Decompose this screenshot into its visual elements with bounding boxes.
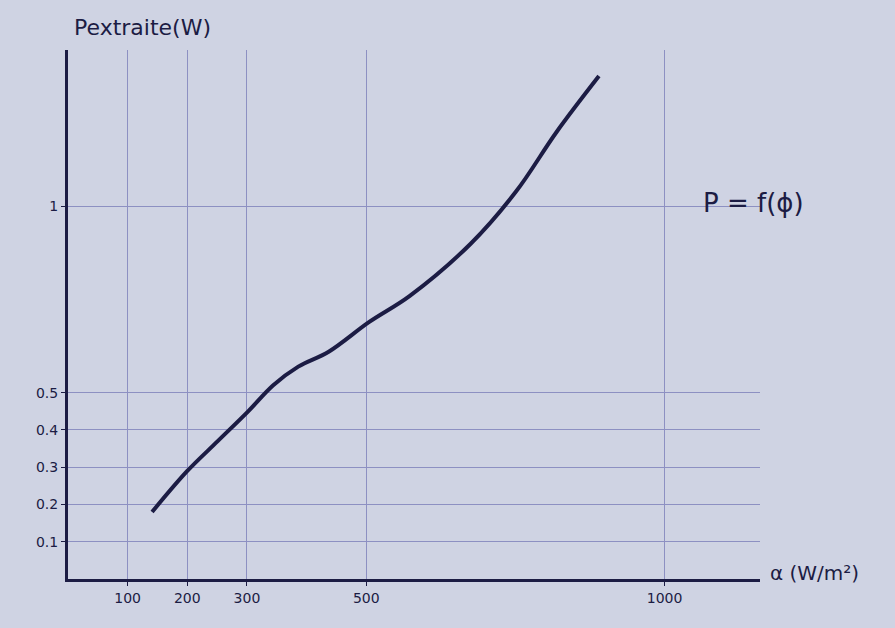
svg-text:0.3: 0.3 xyxy=(36,459,58,475)
svg-text:0.4: 0.4 xyxy=(36,422,58,438)
svg-text:1: 1 xyxy=(49,198,58,214)
svg-text:Pextraite(W): Pextraite(W) xyxy=(74,15,211,40)
svg-text:α (W/m²): α (W/m²) xyxy=(770,561,859,585)
svg-text:0.2: 0.2 xyxy=(36,496,58,512)
svg-text:0.5: 0.5 xyxy=(36,385,58,401)
svg-text:500: 500 xyxy=(353,590,380,606)
svg-text:100: 100 xyxy=(114,590,141,606)
svg-text:300: 300 xyxy=(234,590,261,606)
svg-text:200: 200 xyxy=(174,590,201,606)
svg-text:0.1: 0.1 xyxy=(36,534,58,550)
svg-text:P = f(ϕ): P = f(ϕ) xyxy=(703,188,804,218)
svg-text:1000: 1000 xyxy=(647,590,683,606)
